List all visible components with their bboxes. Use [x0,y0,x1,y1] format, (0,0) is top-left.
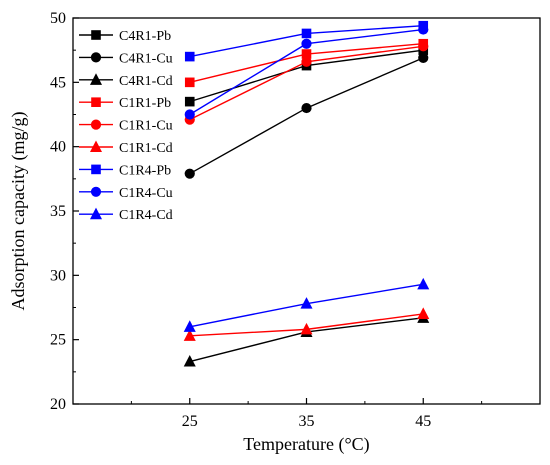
legend-item-c1r4-cu: C1R4-Cu [79,186,173,201]
legend-label: C1R1-Cu [119,119,173,134]
y-tick-label: 25 [50,332,66,349]
legend-item-c4r1-cd: C4R1-Cd [79,73,173,89]
legend-item-c4r1-pb: C4R1-Pb [79,29,171,44]
series-c1r4-cd [183,277,430,332]
legend-label: C4R1-Cu [119,51,173,66]
legend-label: C4R1-Cd [119,74,173,89]
data-point-c1r1-cu [418,41,429,52]
legend-label: C1R4-Pb [119,163,171,178]
y-axis-title: Adsorption capacity (mg/g) [8,112,29,311]
legend-item-c1r1-pb: C1R1-Pb [79,96,171,111]
data-point-c4r1-cd [183,355,196,367]
legend-item-c4r1-cu: C4R1-Cu [79,51,173,66]
data-point-c1r4-cd [183,320,196,332]
data-point-c1r4-cd [300,297,313,309]
legend-item-c1r4-cd: C1R4-Cd [79,207,173,223]
series-c4r1-cu [184,52,429,179]
series-line-c4r1-cu [189,57,424,175]
data-point-c4r1-cu [418,52,429,63]
legend-label: C4R1-Pb [119,29,171,44]
series-c1r4-cu [184,24,429,120]
data-point-c1r4-pb [184,51,195,62]
data-point-c1r4-cd [417,277,430,290]
data-point-c1r1-cd [183,329,196,341]
data-point-c1r1-pb [184,77,195,88]
legend: C4R1-Pb C4R1-Cu C4R1-Cd C1R1-Pb C1R1-Cu C1R1-… [79,29,173,223]
legend-item-c1r4-pb: C1R4-Pb [79,163,171,178]
data-point-c1r1-pb [301,49,312,59]
legend-marker [89,73,103,85]
series-c4r1-cd [183,311,430,367]
series-layer [183,20,430,367]
legend-marker [90,52,102,63]
x-tick-label: 35 [299,413,315,430]
x-axis-title: Temperature (°C) [243,434,369,455]
legend-label: C1R4-Cu [119,186,173,201]
legend-marker [89,207,103,220]
data-point-c1r1-cd [300,322,313,335]
y-tick-label: 30 [50,267,66,284]
y-tick-label: 40 [50,139,66,156]
x-axis-ticks: 25 35 45 [130,398,483,430]
legend-label: C1R1-Cd [119,141,173,156]
legend-marker [90,186,102,197]
legend-marker [91,97,101,107]
series-c1r1-cd [183,307,430,341]
data-point-c4r1-pb [184,96,195,107]
y-tick-label: 50 [50,10,66,27]
legend-marker [90,119,102,130]
legend-item-c1r1-cd: C1R1-Cd [79,140,173,156]
legend-label: C1R4-Cd [119,208,173,223]
series-c1r1-cu [184,41,429,125]
legend-marker [89,140,103,153]
y-tick-label: 45 [50,74,66,91]
data-point-c1r4-cu [301,38,312,49]
y-tick-label: 20 [50,396,66,413]
data-point-c4r1-cu [301,102,312,114]
legend-item-c1r1-cu: C1R1-Cu [79,119,173,134]
x-tick-label: 25 [182,413,198,430]
legend-marker [91,164,101,175]
y-tick-label: 35 [50,203,66,220]
y-axis-ticks: 20 25 30 35 40 45 50 [50,10,79,413]
data-point-c1r4-cu [418,24,429,35]
legend-label: C1R1-Pb [119,96,171,111]
data-point-c1r1-cu [301,56,312,67]
data-point-c1r4-cu [184,109,195,120]
data-point-c4r1-cu [184,168,195,179]
data-point-c1r4-pb [301,28,312,39]
data-point-c1r1-cd [417,307,430,319]
x-tick-label: 45 [415,413,431,430]
legend-marker [91,30,101,40]
